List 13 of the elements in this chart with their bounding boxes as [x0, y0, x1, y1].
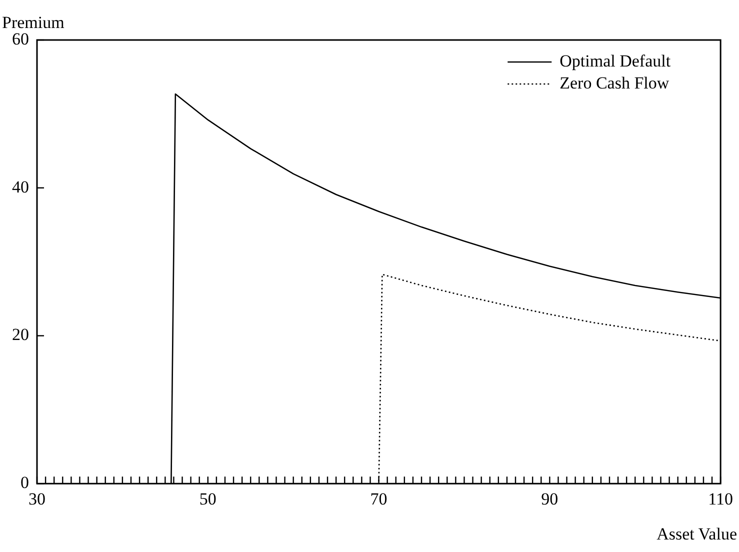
y-tick-label: 60 — [12, 29, 29, 48]
y-tick-label: 20 — [12, 325, 29, 344]
y-tick-label: 40 — [12, 177, 29, 196]
x-tick-label: 90 — [541, 489, 558, 508]
x-tick-label: 30 — [28, 489, 46, 508]
x-tick-label: 110 — [708, 489, 734, 508]
x-axis-title: Asset Value — [656, 524, 737, 544]
legend-label: Optimal Default — [560, 51, 671, 70]
legend-label: Zero Cash Flow — [560, 73, 670, 92]
y-axis-title: Premium — [2, 13, 64, 32]
y-tick-label: 0 — [20, 473, 29, 492]
x-tick-label: 70 — [370, 489, 388, 508]
x-tick-label: 50 — [199, 489, 216, 508]
